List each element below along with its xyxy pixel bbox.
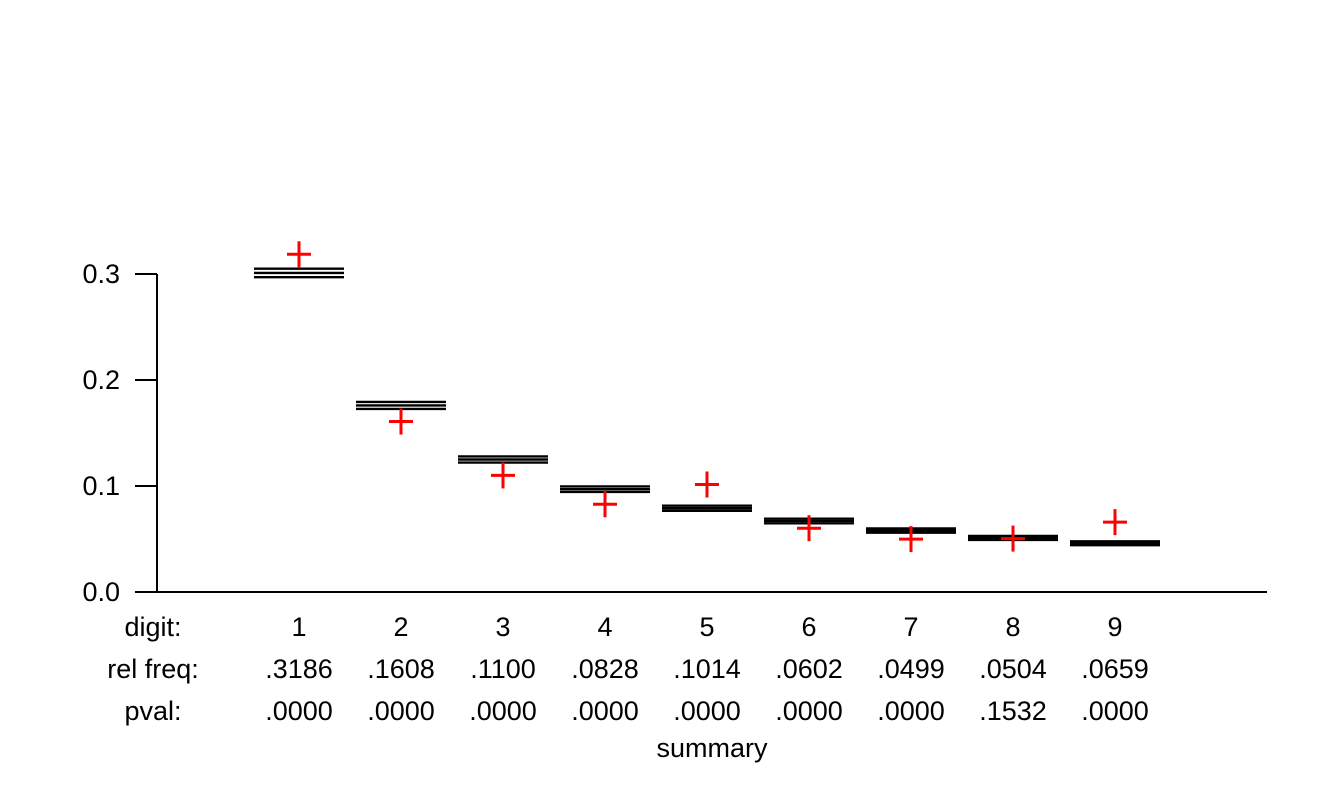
table-cell: .0000 (469, 696, 537, 726)
table-row-label: pval: (124, 696, 181, 726)
table-cell: .3186 (265, 654, 333, 684)
table-cell: .0000 (265, 696, 333, 726)
y-tick-label: 0.0 (82, 577, 120, 607)
table-cell: .0000 (367, 696, 435, 726)
table-cell: .0000 (877, 696, 945, 726)
table-cell: .1014 (673, 654, 741, 684)
y-tick-label: 0.1 (82, 471, 120, 501)
table-cell: 5 (699, 612, 714, 642)
table-cell: .0000 (775, 696, 843, 726)
table-cell: 3 (495, 612, 510, 642)
table-cell: .0499 (877, 654, 945, 684)
table-cell: 9 (1107, 612, 1122, 642)
table-cell: 4 (597, 612, 612, 642)
table-cell: 7 (903, 612, 918, 642)
table-row-label: digit: (124, 612, 181, 642)
table-cell: .0659 (1081, 654, 1149, 684)
y-tick-label: 0.2 (82, 365, 120, 395)
table-cell: .1100 (470, 654, 536, 684)
table-cell: .0000 (673, 696, 741, 726)
table-cell: .0828 (571, 654, 639, 684)
table-cell: 6 (801, 612, 816, 642)
table-cell: .0602 (775, 654, 843, 684)
table-cell: .0504 (979, 654, 1047, 684)
table-cell: .0000 (571, 696, 639, 726)
y-tick-label: 0.3 (82, 259, 120, 289)
table-cell: .0000 (1081, 696, 1149, 726)
table-cell: 1 (291, 612, 306, 642)
x-axis-title: summary (656, 733, 768, 763)
table-row-label: rel freq: (107, 654, 199, 684)
table-cell: .1608 (367, 654, 435, 684)
table-cell: 2 (393, 612, 408, 642)
table-cell: 8 (1005, 612, 1020, 642)
table-cell: .1532 (979, 696, 1047, 726)
